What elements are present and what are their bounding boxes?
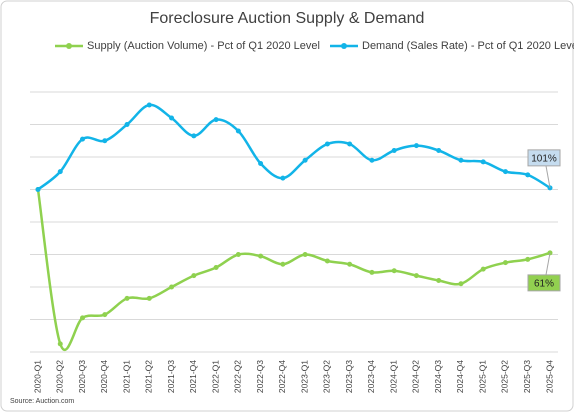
- data-label: 101%: [531, 154, 557, 165]
- x-tick-label: 2025-Q1: [477, 360, 487, 393]
- data-point: [80, 136, 86, 142]
- data-point: [258, 253, 264, 259]
- data-point: [280, 261, 286, 267]
- legend-label: Demand (Sales Rate) - Pct of Q1 2020 Lev…: [362, 40, 574, 52]
- x-tick-label: 2022-Q4: [277, 360, 287, 393]
- x-tick-label: 2022-Q2: [233, 360, 243, 393]
- data-label-box: [527, 274, 561, 292]
- x-tick-label: 2021-Q2: [144, 360, 154, 393]
- data-point: [502, 260, 508, 266]
- data-label-box: [527, 149, 561, 167]
- data-point: [436, 148, 442, 153]
- legend-marker: [341, 43, 347, 49]
- data-point: [458, 281, 464, 287]
- x-tick-label: 2023-Q3: [344, 360, 354, 393]
- x-tick-label: 2024-Q2: [411, 360, 421, 393]
- data-point: [169, 284, 175, 290]
- x-tick-label: 2021-Q4: [188, 360, 198, 393]
- x-tick-label: 2022-Q1: [210, 360, 220, 393]
- data-point: [302, 157, 308, 163]
- x-tick-label: 2021-Q1: [121, 360, 131, 393]
- data-point: [102, 138, 108, 144]
- data-point: [525, 256, 531, 262]
- label-leader: [545, 252, 551, 275]
- data-point: [213, 265, 219, 270]
- data-point: [413, 143, 419, 149]
- data-point: [124, 295, 130, 301]
- legend-label: Supply (Auction Volume) - Pct of Q1 2020…: [87, 40, 320, 52]
- data-point: [35, 187, 41, 192]
- data-point: [480, 266, 486, 272]
- data-point: [525, 172, 531, 178]
- data-point: [324, 141, 330, 147]
- data-point: [413, 273, 419, 279]
- x-tick-label: 2024-Q4: [455, 360, 465, 393]
- x-tick-label: 2025-Q2: [500, 360, 510, 393]
- data-point: [124, 122, 130, 127]
- legend-marker: [66, 43, 72, 49]
- data-point: [57, 341, 63, 347]
- data-point: [369, 269, 375, 275]
- source-note: Source: Auction.com: [10, 398, 74, 405]
- x-tick-label: 2025-Q4: [544, 360, 554, 393]
- data-point: [347, 261, 353, 267]
- x-tick-label: 2020-Q1: [32, 360, 42, 393]
- data-point: [191, 133, 197, 139]
- data-point: [146, 102, 152, 108]
- data-point: [502, 169, 508, 175]
- x-tick-label: 2022-Q3: [255, 360, 265, 393]
- x-tick-label: 2023-Q4: [366, 360, 376, 393]
- x-tick-label: 2020-Q4: [99, 360, 109, 393]
- data-point: [169, 115, 175, 121]
- x-tick-label: 2023-Q1: [299, 360, 309, 393]
- data-point: [480, 159, 486, 165]
- x-tick-label: 2024-Q3: [433, 360, 443, 393]
- data-point: [146, 295, 152, 301]
- data-point: [324, 258, 330, 264]
- data-point: [347, 141, 353, 147]
- data-point: [280, 175, 286, 181]
- data-point: [235, 252, 241, 257]
- x-tick-label: 2023-Q2: [322, 360, 332, 393]
- x-tick-label: 2024-Q1: [388, 360, 398, 393]
- data-point: [391, 268, 397, 274]
- data-point: [102, 312, 108, 318]
- x-tick-label: 2021-Q3: [166, 360, 176, 393]
- data-point: [258, 161, 264, 166]
- data-point: [235, 128, 241, 134]
- x-tick-label: 2025-Q3: [522, 360, 532, 393]
- data-point: [191, 273, 197, 279]
- chart-title: Foreclosure Auction Supply & Demand: [150, 10, 425, 27]
- data-point: [369, 157, 375, 163]
- data-point: [458, 157, 464, 163]
- data-point: [391, 148, 397, 153]
- x-tick-label: 2020-Q2: [55, 360, 65, 393]
- label-leader: [545, 165, 551, 188]
- data-point: [213, 117, 219, 123]
- data-point: [57, 169, 63, 175]
- data-point: [436, 278, 442, 283]
- data-point: [80, 315, 86, 321]
- x-tick-label: 2020-Q3: [77, 360, 87, 393]
- data-point: [302, 252, 308, 257]
- data-label: 61%: [534, 279, 554, 290]
